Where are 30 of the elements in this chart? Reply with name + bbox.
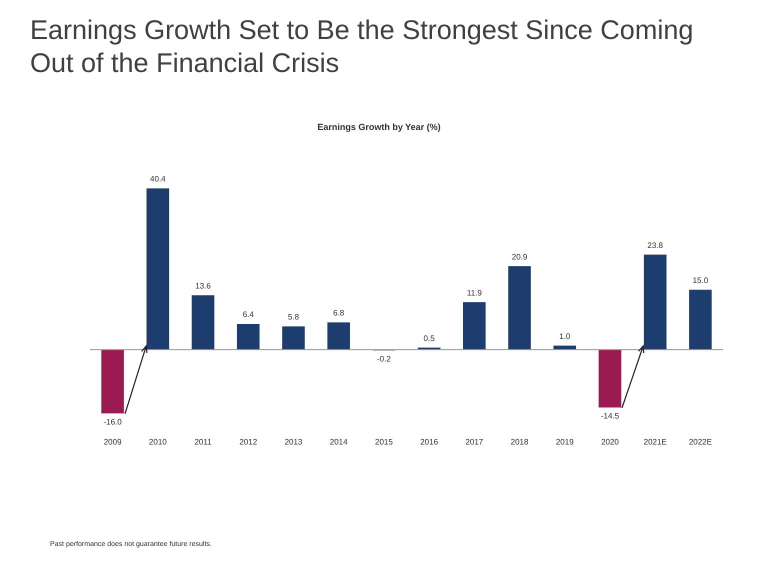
data-label: 5.8 [288, 312, 300, 322]
x-tick-label: 2019 [556, 437, 574, 446]
data-label: 6.8 [333, 308, 345, 318]
x-tick-label: 2011 [194, 437, 212, 446]
data-label: 20.9 [512, 252, 528, 262]
data-label: 11.9 [466, 288, 482, 298]
data-label: 40.4 [150, 174, 166, 184]
x-tick-label: 2018 [510, 437, 529, 446]
chart-title: Earnings Growth Set to Be the Strongest Since Coming Out of the Financial Crisis [30, 14, 694, 80]
x-tick-label: 2013 [284, 437, 303, 446]
data-label: -14.5 [600, 412, 620, 421]
data-label: 6.4 [242, 310, 254, 320]
x-tick-label: 2015 [374, 437, 394, 446]
data-label: -16.0 [103, 418, 122, 427]
data-label: 23.8 [647, 240, 664, 250]
x-tick-label: 2020 [601, 437, 620, 446]
x-tick-label: 2021E [644, 437, 667, 446]
x-tick-label: 2012 [239, 437, 258, 446]
x-tick-label: 2014 [330, 437, 348, 446]
chart-subtitle: Earnings Growth by Year (%) [316, 122, 442, 132]
x-tick-label: 2016 [420, 437, 439, 446]
x-tick-label: 2009 [104, 437, 122, 446]
data-label: 15.0 [692, 276, 709, 285]
x-tick-label: 2010 [148, 437, 168, 446]
x-tick-label: 2017 [465, 437, 484, 446]
data-label: -0.2 [376, 354, 392, 364]
x-tick-label: 2022E [688, 437, 712, 446]
data-label: 13.6 [195, 281, 212, 290]
data-label: 1.0 [559, 332, 571, 341]
data-label: 0.5 [424, 334, 436, 343]
